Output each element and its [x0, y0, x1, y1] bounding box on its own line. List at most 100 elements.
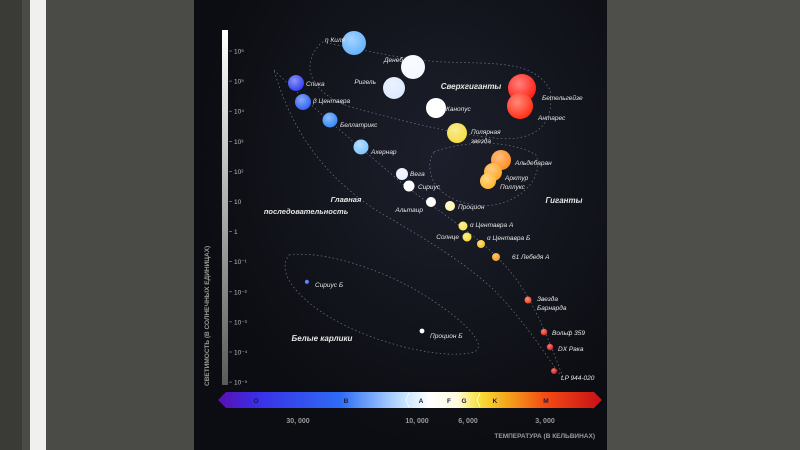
y-tick-label: 10⁴: [234, 109, 244, 116]
white-dwarfs-outline: [284, 253, 479, 355]
star-label-вольф-359: Вольф 359: [552, 330, 585, 337]
star-label-dx-рака: DX Рака: [558, 346, 584, 353]
star-label-сириус-б: Сириус Б: [315, 282, 343, 289]
star-звезда-барнарда-highlight: [524, 296, 532, 304]
star-процион-б-highlight: [419, 328, 425, 334]
star-label-антарес: Антарес: [537, 115, 566, 122]
y-tick-label: 10⁻¹: [234, 259, 248, 266]
spectral-class-k: K: [493, 398, 498, 405]
x-tick-label: 3, 000: [535, 418, 555, 425]
star-label-солнце: Солнце: [436, 234, 459, 241]
star-label-ригель: Ригель: [354, 79, 376, 86]
star-dx-рака-highlight: [546, 343, 554, 351]
main-sequence-label-line1: Главная: [331, 195, 362, 204]
region-outlines: [273, 41, 565, 381]
y-tick-label: 10⁻⁴: [234, 350, 248, 357]
star-центавра-highlight: [295, 94, 311, 110]
star-label-альдебаран: Альдебаран: [514, 159, 552, 167]
x-axis-label: ТЕМПЕРАТУРА (В КЕЛЬВИНАХ): [494, 433, 595, 440]
star-label-арктур: Арктур: [504, 175, 529, 182]
giants-label: Гиганты: [546, 196, 583, 205]
hr-diagram-slide: СВЕТИМОСТЬ (В СОЛНЕЧНЫХ ЕДИНИЦАХ) ТЕМПЕР…: [194, 0, 607, 450]
star-label-вега: Вега: [410, 171, 425, 178]
left-page-edge: [30, 0, 46, 450]
right-margin: [607, 0, 800, 450]
star-label-поллукс: Поллукс: [500, 184, 526, 191]
star-label-центавра-а: α Центавра А: [470, 222, 513, 229]
y-tick-label: 10⁶: [234, 49, 244, 56]
star-вольф-359-highlight: [540, 328, 548, 336]
y-tick-label: 10³: [234, 139, 244, 146]
star-денеб-highlight: [401, 55, 425, 79]
left-margin: [0, 0, 22, 450]
spectral-class-g: G: [461, 398, 466, 405]
y-tick-label: 10⁻²: [234, 289, 248, 296]
star-label-беллатрикс: Беллатрикс: [340, 122, 378, 129]
y-tick-label: 10⁻⁵: [234, 380, 248, 387]
star-label-альтаир: Альтаир: [394, 207, 423, 214]
star-61-лебедя-а-highlight: [492, 253, 500, 261]
spectral-divider: [456, 392, 461, 408]
spectral-class-o: O: [253, 398, 258, 405]
y-tick-label: 10⁻³: [234, 319, 248, 326]
y-tick-label: 10: [234, 199, 242, 206]
spectral-class-a: A: [419, 398, 424, 405]
spectral-class-m: M: [543, 398, 548, 405]
spectral-divider: [439, 392, 444, 408]
supergiants-label: Сверхгиганты: [441, 82, 502, 91]
star-label-сириус: Сириус: [418, 184, 441, 191]
star-ахернар-highlight: [353, 139, 369, 155]
main-sequence-label-line2: последовательность: [264, 207, 349, 216]
white-dwarfs-label: Белые карлики: [292, 334, 353, 343]
star-label-спика: Спика: [306, 81, 325, 88]
spectral-bar-shape: [218, 392, 602, 408]
star-сириус-highlight: [403, 180, 415, 192]
spectral-class-bar: [218, 392, 602, 408]
x-tick-label: 6, 000: [458, 418, 478, 425]
star-киля-highlight: [342, 31, 366, 55]
star-центавра-а-highlight: [458, 221, 468, 231]
y-axis-label: СВЕТИМОСТЬ (В СОЛНЕЧНЫХ ЕДИНИЦАХ): [204, 246, 211, 386]
star-канопус-highlight: [426, 98, 446, 118]
star-label-денеб: Денеб: [383, 56, 403, 64]
giants-outline: [429, 143, 538, 206]
spectral-divider: [405, 392, 410, 408]
star-label-polaris-line2: звезда: [470, 137, 491, 145]
y-tick-label: 1: [234, 229, 238, 236]
spectral-divider: [476, 392, 481, 408]
y-tick-label: 10²: [234, 169, 244, 176]
star-беллатрикс-highlight: [322, 112, 338, 128]
star-альтаир-highlight: [426, 197, 436, 207]
star-lp-944-020-highlight: [551, 368, 557, 374]
star-антарес-highlight: [507, 93, 533, 119]
star-полярная-звезда-highlight: [447, 123, 467, 143]
star-сириус-б-highlight: [304, 279, 310, 285]
star-label-киля: η Киля: [325, 37, 346, 44]
star-label-канопус: Канопус: [446, 106, 471, 113]
x-tick-label: 30, 000: [286, 418, 309, 425]
star-процион-highlight: [445, 201, 455, 211]
main-sequence-outline: [273, 68, 565, 381]
star-label-barnard-line2: Барнарда: [537, 304, 567, 312]
star-центавра-б-highlight: [477, 240, 485, 248]
star-label-polaris-line1: Полярная: [471, 129, 501, 136]
luminosity-scale-bar: [222, 30, 228, 385]
spectral-class-f: F: [447, 398, 451, 405]
star-label-процион-б: Процион Б: [430, 333, 463, 340]
x-tick-label: 10, 000: [405, 418, 428, 425]
star-поллукс-highlight: [480, 173, 496, 189]
y-tick-label: 10⁵: [234, 79, 244, 86]
star-label-61-лебедя-а: 61 Лебедя А: [512, 253, 550, 261]
star-label-центавра: β Центавра: [312, 98, 351, 105]
star-label-lp-944-020: LP 944-020: [561, 375, 595, 382]
star-спика-highlight: [288, 75, 304, 91]
star-label-процион: Процион: [458, 204, 485, 211]
spectral-class-b: B: [344, 398, 349, 405]
star-ригель-highlight: [383, 77, 405, 99]
star-label-бетельгейзе: Бетельгейзе: [542, 94, 583, 102]
star-солнце-highlight: [462, 232, 472, 242]
star-label-ахернар: Ахернар: [370, 149, 397, 156]
hr-diagram-chart: СВЕТИМОСТЬ (В СОЛНЕЧНЫХ ЕДИНИЦАХ) ТЕМПЕР…: [204, 30, 602, 440]
star-вега-highlight: [396, 168, 408, 180]
star-label-центавра-б: α Центавра Б: [487, 235, 530, 242]
